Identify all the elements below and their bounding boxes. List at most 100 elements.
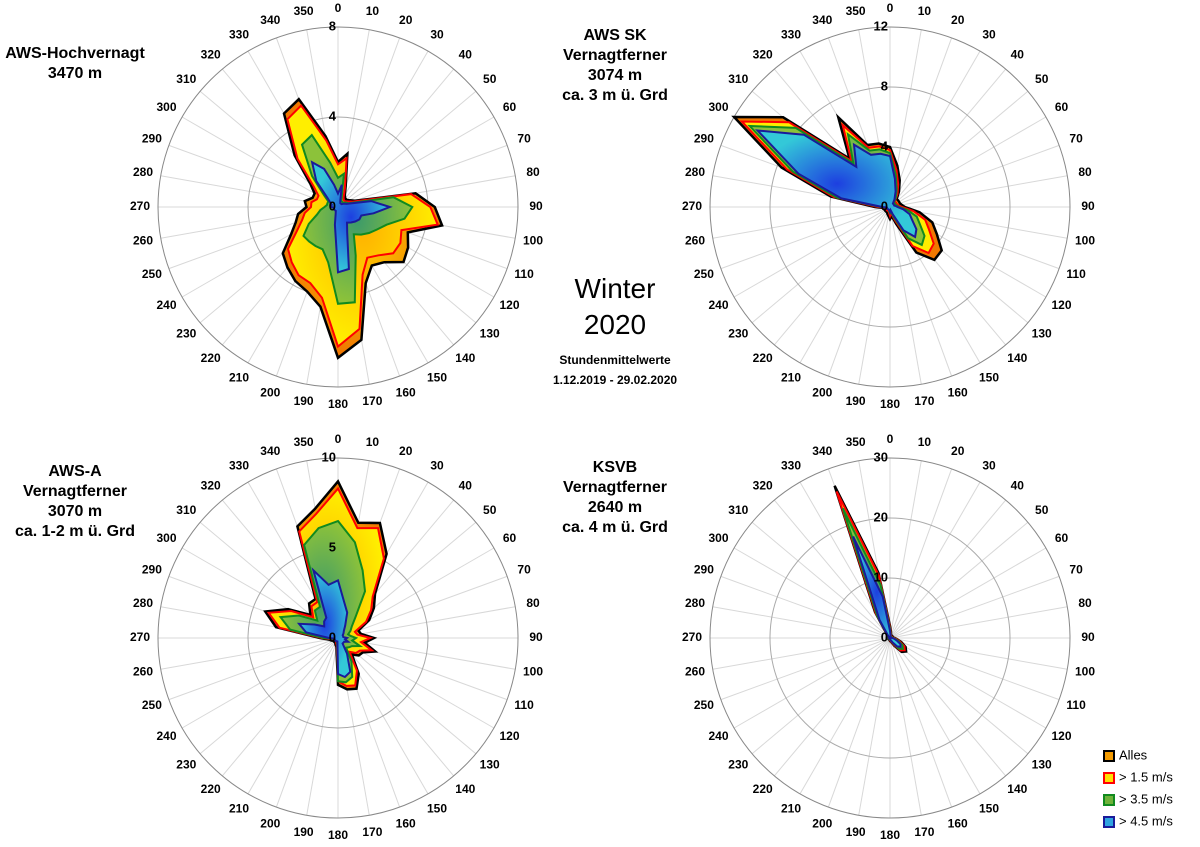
direction-label: 160 [396,385,416,399]
radial-gridline [773,499,891,639]
direction-label: 50 [1035,72,1049,86]
direction-label: 240 [708,729,728,743]
direction-label: 70 [1069,131,1083,145]
direction-label: 350 [294,4,314,18]
radial-tick-label: 0 [329,198,336,213]
title-c1: AWS-Hochvernagt 3470 m [5,45,145,82]
direction-label: 0 [335,432,342,446]
series-polygon-4 [310,160,393,274]
direction-label: 230 [176,326,196,340]
title-line: 3070 m [48,503,102,520]
direction-label: 270 [130,630,150,644]
season-title: Winter [575,273,656,304]
direction-label: 170 [914,394,934,408]
direction-label: 90 [529,199,543,213]
radial-gridline [889,206,922,385]
direction-label: 80 [526,165,540,179]
radial-gridline [751,521,891,639]
direction-label: 0 [887,1,894,15]
radial-gridline [889,637,981,795]
radial-gridline [858,637,891,816]
direction-label: 60 [503,100,517,114]
direction-label: 210 [229,371,249,385]
ring-gridline [769,517,1011,759]
note-line-2: 1.12.2019 - 29.02.2020 [553,373,677,387]
direction-label: 250 [694,267,714,281]
direction-label: 110 [514,267,534,281]
radial-gridline [889,144,1060,208]
direction-label: 40 [1011,47,1025,61]
legend-swatch [1103,794,1115,806]
direction-label: 350 [846,4,866,18]
direction-label: 180 [328,828,348,842]
radial-gridline [799,637,891,795]
direction-label: 330 [229,28,249,42]
direction-label: 0 [335,1,342,15]
radial-gridline [889,637,953,808]
direction-label: 10 [918,435,932,449]
direction-label: 330 [781,28,801,42]
direction-label: 240 [156,729,176,743]
direction-label: 170 [362,825,382,839]
direction-label: 60 [1055,531,1069,545]
title-c3: AWS-A Vernagtferner 3070 m ca. 1-2 m ü. … [15,463,135,540]
legend-swatch [1103,816,1115,828]
radial-gridline [720,637,891,701]
legend-label: > 1.5 m/s [1119,769,1173,784]
direction-label: 20 [951,444,965,458]
direction-label: 240 [156,298,176,312]
direction-label: 160 [396,816,416,830]
direction-label: 270 [682,199,702,213]
direction-label: 20 [399,444,413,458]
radial-tick-label: 10 [874,569,888,584]
title-line: AWS-A [48,463,102,480]
direction-label: 210 [229,802,249,816]
direction-label: 190 [294,394,314,408]
title-c2: AWS SK Vernagtferner 3074 m ca. 3 m ü. G… [562,27,668,104]
radial-gridline [889,68,1007,208]
title-line: Vernagtferner [23,483,127,500]
radial-gridline [773,206,891,346]
radial-tick-label: 8 [329,18,336,33]
direction-label: 310 [176,72,196,86]
ring-gridline [769,86,1011,328]
title-c4: KSVB Vernagtferner 2640 m ca. 4 m ü. Grd [562,459,668,536]
direction-label: 180 [328,397,348,411]
title-line: Vernagtferner [563,479,667,496]
direction-label: 300 [156,100,176,114]
direction-label: 120 [499,298,519,312]
direction-label: 70 [517,562,531,576]
direction-label: 90 [1081,630,1095,644]
direction-label: 310 [728,72,748,86]
direction-label: 260 [133,665,153,679]
radial-gridline [889,90,1029,208]
direction-label: 140 [1007,782,1027,796]
title-line: ca. 1-2 m ü. Grd [15,523,135,540]
direction-label: 50 [483,503,497,517]
direction-label: 300 [708,100,728,114]
direction-label: 200 [812,816,832,830]
direction-label: 100 [523,665,543,679]
direction-label: 40 [459,47,473,61]
direction-label: 270 [130,199,150,213]
radial-gridline [889,575,1060,639]
direction-label: 50 [483,72,497,86]
direction-label: 240 [708,298,728,312]
radial-gridline [733,206,891,298]
direction-label: 250 [142,698,162,712]
direction-label: 230 [728,757,748,771]
direction-label: 300 [708,531,728,545]
direction-label: 10 [918,4,932,18]
direction-label: 20 [951,13,965,27]
radial-gridline [889,547,1047,639]
direction-label: 50 [1035,503,1049,517]
series-polygon-4 [296,567,352,679]
radial-gridline [773,637,891,777]
radial-gridline [799,206,891,364]
direction-label: 260 [685,665,705,679]
radial-gridline [889,499,1007,639]
radial-tick-label: 8 [881,78,888,93]
direction-label: 140 [455,351,475,365]
